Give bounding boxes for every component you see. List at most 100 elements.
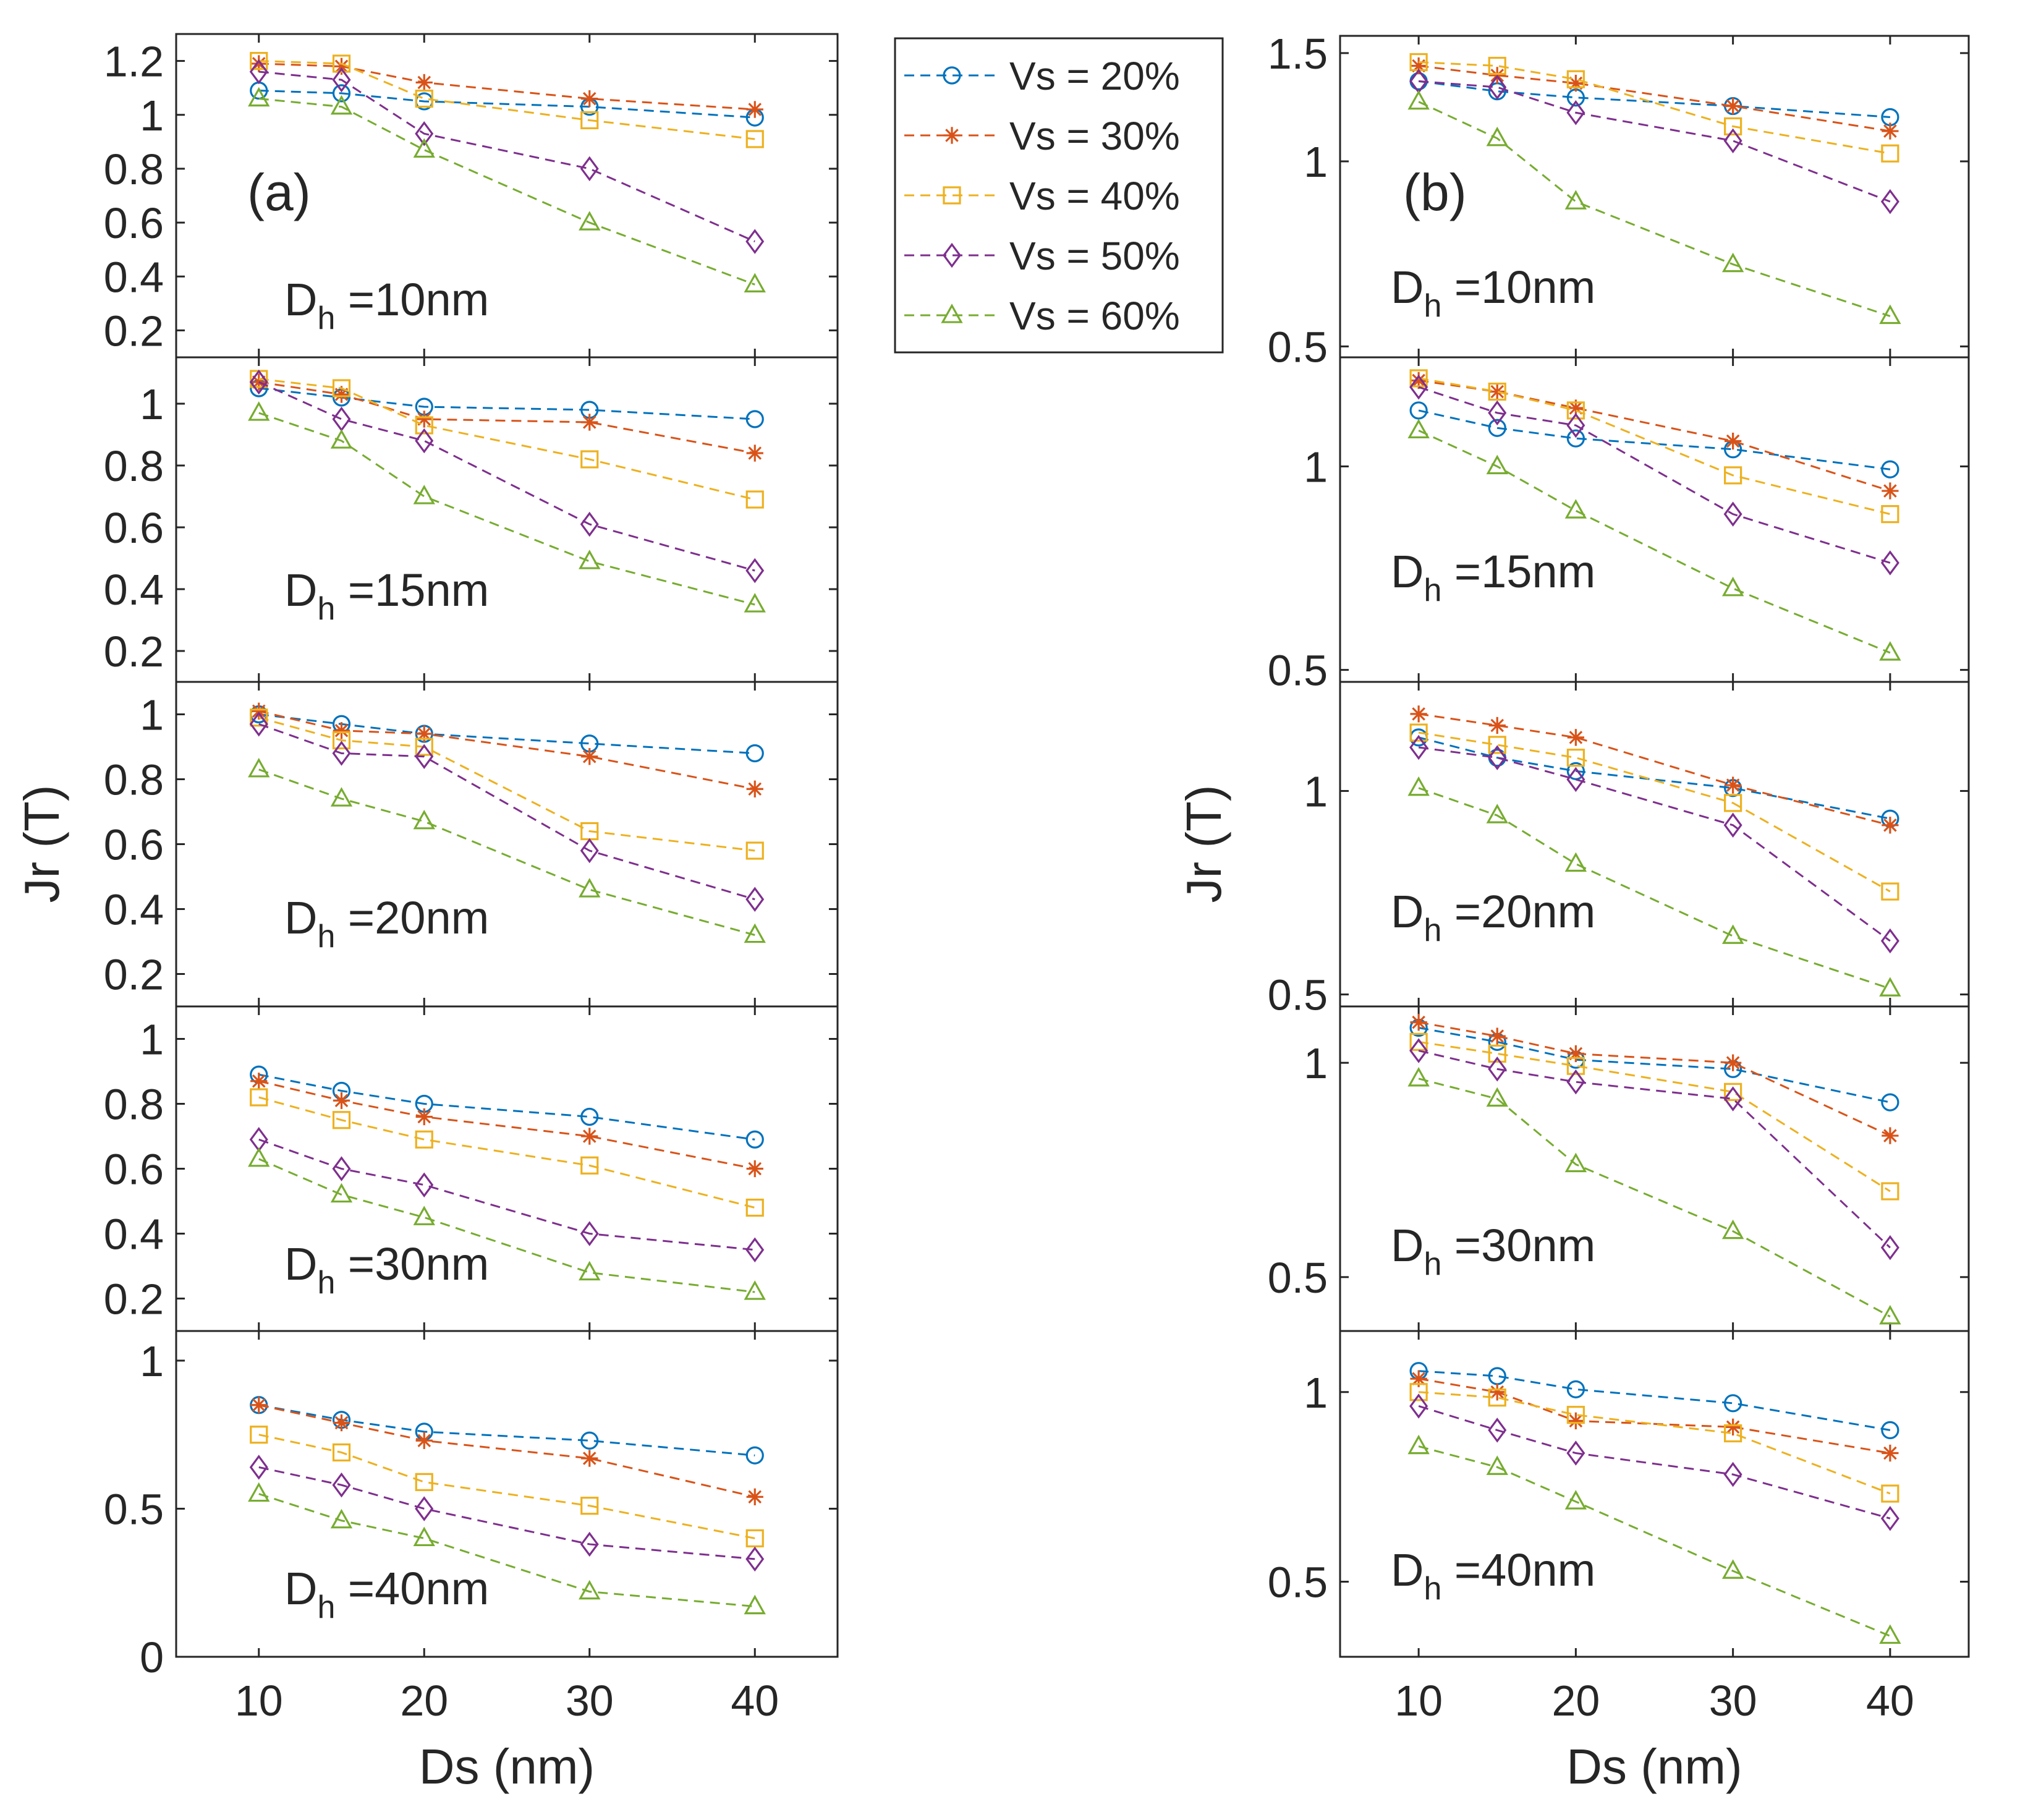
data-point — [1407, 1066, 1430, 1087]
data-point — [332, 84, 351, 103]
data-point — [1407, 90, 1430, 110]
data-point — [332, 1156, 351, 1181]
series-40pct — [1409, 723, 1899, 901]
data-point — [332, 379, 351, 398]
series-line — [1418, 409, 1891, 470]
data-point — [1881, 1421, 1899, 1439]
data-point — [415, 1473, 433, 1491]
data-point — [1881, 505, 1899, 524]
series-line — [258, 1096, 755, 1209]
series-line — [1418, 1040, 1891, 1193]
series-20pct — [1409, 1362, 1899, 1439]
y-tick-label: 1 — [140, 91, 164, 140]
data-point — [1566, 401, 1585, 420]
data-point — [248, 1147, 270, 1167]
y-tick-label: 0.4 — [104, 253, 164, 301]
series-line — [1418, 1405, 1891, 1520]
data-point — [1486, 804, 1508, 823]
series-60pct — [248, 757, 766, 943]
data-point — [332, 1111, 351, 1129]
axes-box — [175, 33, 839, 359]
data-point — [1407, 419, 1430, 439]
data-point — [745, 1529, 764, 1547]
data-point — [581, 90, 598, 108]
data-point — [248, 401, 270, 421]
data-point — [579, 1580, 601, 1600]
data-point — [1409, 1032, 1428, 1051]
series-50pct — [249, 1127, 765, 1262]
data-point — [1879, 977, 1901, 997]
x-tick-label: 10 — [235, 1677, 283, 1725]
series-50pct — [1409, 374, 1899, 576]
y-tick-label: 1 — [140, 1016, 164, 1064]
data-point — [1566, 749, 1585, 767]
data-point — [746, 444, 763, 462]
series-line — [258, 98, 755, 286]
data-point — [580, 838, 599, 864]
legend-marker — [943, 127, 961, 144]
series-40pct — [250, 370, 764, 509]
data-point — [1723, 128, 1742, 153]
series-20pct — [250, 1065, 764, 1149]
data-point — [1882, 817, 1899, 834]
series-50pct — [1409, 734, 1899, 954]
data-point — [1566, 762, 1585, 780]
legend-entry: Vs = 20% — [904, 54, 1180, 98]
series-40pct — [250, 1088, 764, 1217]
series-line — [258, 1073, 755, 1141]
series-60pct — [1407, 1434, 1901, 1644]
y-axis-label: Jr (T) — [14, 785, 69, 903]
data-point — [1488, 745, 1507, 770]
data-point — [1488, 74, 1507, 100]
x-axis-label: Ds (nm) — [419, 1739, 595, 1794]
series-line — [1419, 80, 1891, 203]
y-tick-label: 0.5 — [1268, 323, 1328, 371]
data-point — [580, 1107, 599, 1126]
series-line — [1418, 1050, 1891, 1249]
data-point — [248, 1482, 270, 1502]
series-40pct — [1409, 1383, 1899, 1503]
y-tick-label: 0.2 — [104, 307, 164, 355]
y-tick-label: 0.4 — [104, 886, 164, 934]
y-tick-label: 0.6 — [104, 504, 164, 552]
data-point — [1567, 729, 1585, 746]
data-point — [746, 1160, 763, 1178]
data-point — [1566, 1069, 1585, 1095]
data-point — [1488, 1027, 1506, 1045]
data-point — [579, 878, 601, 898]
data-point — [1881, 1484, 1899, 1503]
data-point — [1721, 1559, 1744, 1579]
legend-entry: Vs = 40% — [904, 174, 1180, 218]
series-50pct — [249, 1455, 765, 1572]
dh-label: Dh =15nm — [1391, 546, 1595, 608]
data-point — [1566, 1380, 1585, 1398]
data-point — [580, 1497, 599, 1515]
data-point — [332, 54, 351, 73]
y-tick-label: 1 — [1304, 1369, 1328, 1417]
subplot-dh-20nm: 0.5 1 Dh =20nm — [1268, 681, 1970, 1019]
series-line — [1418, 713, 1891, 827]
y-tick-label: 0.8 — [104, 442, 164, 490]
y-tick-label: 0.6 — [104, 821, 164, 869]
series-60pct — [1407, 1066, 1901, 1325]
data-point — [1486, 126, 1508, 147]
dh-label: Dh =10nm — [1391, 262, 1595, 324]
data-point — [744, 923, 766, 943]
data-point — [1880, 550, 1899, 576]
data-point — [580, 1221, 599, 1246]
x-tick-label: 40 — [731, 1677, 779, 1725]
y-axis-label: Jr (T) — [1176, 785, 1231, 903]
data-point — [580, 156, 599, 182]
data-point — [250, 1088, 268, 1107]
dh-label: Dh =40nm — [1391, 1544, 1595, 1607]
data-point — [1724, 1394, 1742, 1413]
y-tick-label: 1.5 — [1268, 30, 1328, 78]
y-tick-label: 0.8 — [104, 145, 164, 193]
data-point — [1723, 1461, 1742, 1487]
data-point — [1881, 1093, 1899, 1112]
series-60pct — [248, 87, 766, 292]
axes-box — [175, 356, 839, 683]
legend-label: Vs = 60% — [1009, 294, 1180, 338]
data-point — [1488, 717, 1506, 734]
y-tick-label: 0.8 — [104, 756, 164, 804]
